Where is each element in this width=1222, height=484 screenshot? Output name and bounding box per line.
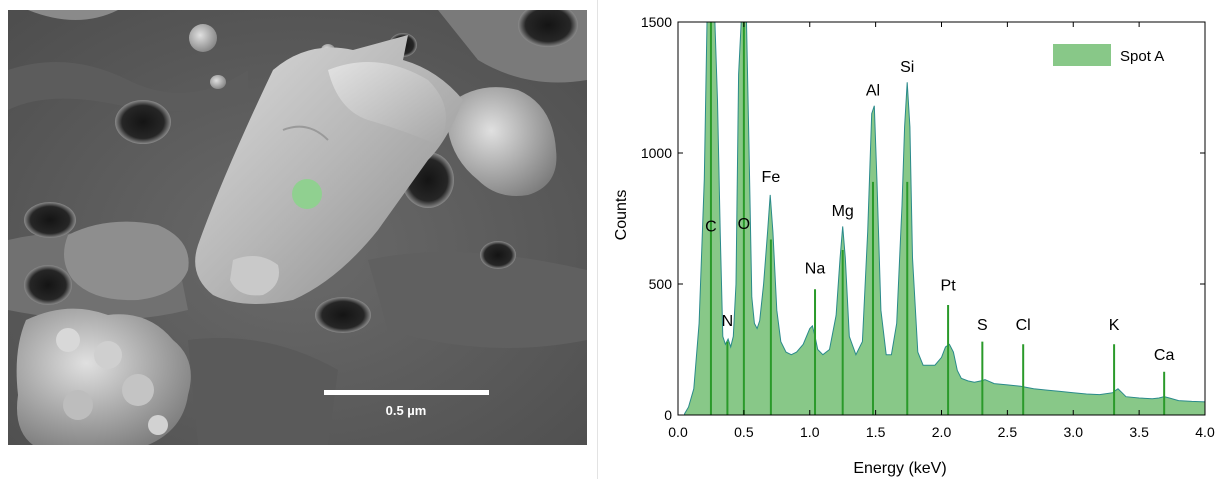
eds-spectrum-chart: 0.0 0.5 1.0 1.5 2.0 2.5 3.0 3.5 4.0 0 500 1000 1500 … [598, 0, 1222, 479]
panel-divider [597, 0, 598, 479]
peak-label-o: O [738, 216, 750, 233]
particle-blob [64, 221, 189, 301]
area-layer [684, 21, 1206, 416]
peak-label-cl: Cl [1016, 317, 1031, 334]
peak-label-c: C [705, 219, 717, 236]
peak-layer [709, 22, 1166, 415]
sem-image: 0.5 µm [8, 3, 587, 445]
legend: Spot A [1053, 44, 1164, 66]
axis-layer: 0.0 0.5 1.0 1.5 2.0 2.5 3.0 3.5 4.0 0 500 1000 1500 [641, 14, 1215, 440]
x-tick-label: 0.0 [668, 424, 688, 440]
pore [24, 265, 72, 305]
peak-label-si: Si [900, 59, 914, 76]
y-tick-label: 1500 [641, 14, 672, 30]
legend-label: Spot A [1120, 48, 1164, 65]
pore [24, 202, 76, 238]
sem-micrograph: 0.5 µm [8, 3, 587, 445]
peak-label-al: Al [866, 82, 880, 99]
pore [315, 297, 371, 333]
y-tick-label: 1000 [641, 145, 672, 161]
particle-blob [448, 87, 557, 196]
chart-svg: 0.0 0.5 1.0 1.5 2.0 2.5 3.0 3.5 4.0050010001500 … [613, 14, 1215, 477]
x-tick-label: 3.5 [1129, 424, 1149, 440]
x-tick-label: 1.0 [800, 424, 820, 440]
x-tick-label: 3.0 [1064, 424, 1084, 440]
peak-label-mg: Mg [832, 203, 854, 220]
peak-label-ca: Ca [1154, 347, 1175, 364]
analysis-spot-marker [292, 179, 322, 209]
spectrum-area [684, 21, 1206, 416]
peak-label-pt: Pt [941, 278, 957, 295]
pore [518, 3, 578, 47]
peak-label-fe: Fe [762, 169, 781, 186]
x-axis-title: Energy (keV) [853, 460, 946, 477]
y-axis-title: Counts [613, 190, 630, 241]
pore [480, 241, 516, 269]
peak-label-n: N [722, 313, 734, 330]
legend-swatch [1053, 44, 1111, 66]
x-tick-label: 2.0 [932, 424, 952, 440]
y-tick-label: 500 [649, 276, 673, 292]
scale-bar-label: 0.5 µm [386, 403, 427, 418]
scale-bar [324, 390, 489, 395]
x-tick-label: 4.0 [1195, 424, 1215, 440]
label-layer: C N O Fe Na Mg Al Si Pt S Cl K Ca [705, 59, 1174, 364]
x-tick-label: 2.5 [998, 424, 1018, 440]
y-tick-label: 0 [664, 407, 672, 423]
pore [115, 100, 171, 144]
peak-label-s: S [977, 317, 988, 334]
x-tick-label: 0.5 [734, 424, 754, 440]
peak-label-k: K [1109, 317, 1120, 334]
peak-label-na: Na [805, 261, 826, 278]
x-tick-label: 1.5 [866, 424, 886, 440]
